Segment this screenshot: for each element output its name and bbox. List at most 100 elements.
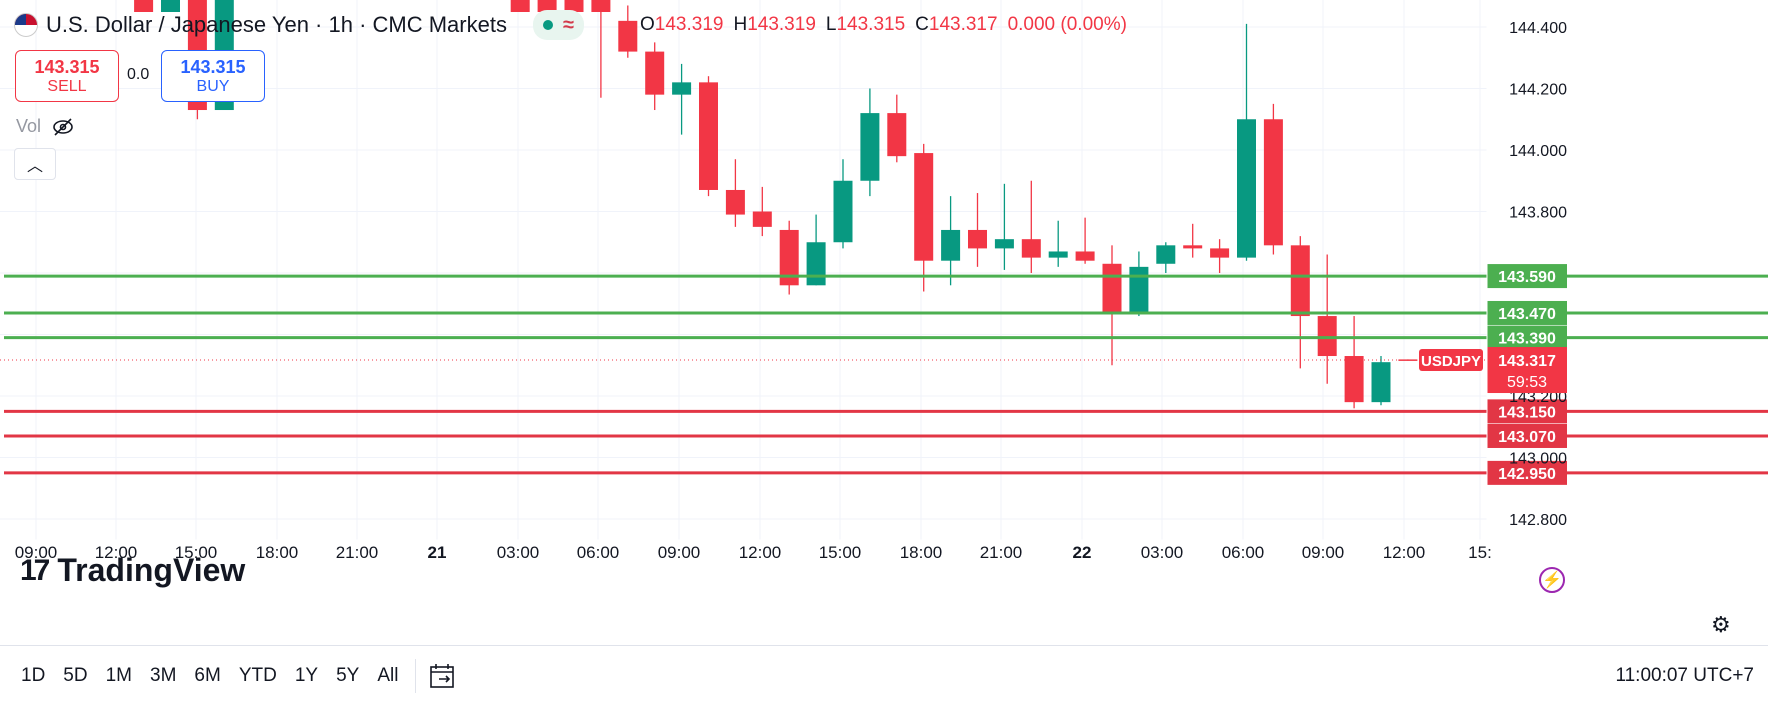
candle-body[interactable]: [1156, 245, 1176, 264]
level-price-label-bg: [1487, 325, 1567, 350]
level-price-label: 143.390: [1498, 331, 1556, 348]
buy-button[interactable]: 143.315 BUY: [161, 50, 265, 102]
delayed-data-icon: ≈: [562, 13, 574, 36]
x-axis-tick-label: 18:00: [900, 543, 943, 562]
toolbar-divider: [415, 659, 417, 693]
ohlc-high-value: 143.319: [747, 14, 816, 35]
candle-partial: [134, 0, 154, 12]
symbol-price-tag: USDJPY: [1421, 353, 1481, 370]
chevron-up-icon: ︿: [26, 158, 43, 175]
candle-partial: [564, 0, 584, 12]
candle-body[interactable]: [645, 51, 665, 95]
x-axis-tick-label: 03:00: [497, 543, 540, 562]
candle-body[interactable]: [914, 153, 934, 261]
range-all[interactable]: All: [377, 665, 399, 686]
candle-body[interactable]: [672, 82, 692, 95]
bottom-toolbar: 1D 5D 1M 3M 6M YTD 1Y 5Y All 11:00:07 UT…: [0, 645, 1768, 706]
candle-body[interactable]: [833, 180, 853, 243]
candle-body[interactable]: [994, 239, 1014, 249]
ohlc-close-key: C: [915, 14, 929, 35]
x-axis-tick-label: 09:00: [658, 543, 701, 562]
candle-body[interactable]: [1263, 119, 1283, 246]
candle-body[interactable]: [725, 189, 745, 215]
candle-body[interactable]: [1344, 356, 1364, 403]
range-1y[interactable]: 1Y: [294, 665, 319, 686]
candle-body[interactable]: [1021, 239, 1041, 258]
collapse-legend-button[interactable]: ︿: [14, 148, 56, 180]
candle-partial: [510, 0, 530, 12]
calendar-goto-icon[interactable]: [428, 662, 458, 690]
range-5d[interactable]: 5D: [63, 665, 88, 686]
sell-label: SELL: [47, 77, 87, 95]
range-5y[interactable]: 5Y: [336, 665, 360, 686]
symbol-price-tag-bg: [1419, 349, 1483, 372]
symbol-title[interactable]: U.S. Dollar / Japanese Yen · 1h · CMC Ma…: [46, 12, 507, 37]
x-axis-tick-label: 22: [1073, 543, 1092, 562]
candle-body[interactable]: [1048, 251, 1068, 258]
gear-icon[interactable]: ⚙: [1711, 612, 1731, 637]
candle-body[interactable]: [860, 113, 880, 181]
candle-body[interactable]: [1290, 245, 1310, 317]
ohlc-high-key: H: [733, 14, 748, 35]
candle-body[interactable]: [1129, 266, 1149, 313]
level-price-label-bg: [1487, 399, 1567, 424]
range-ytd[interactable]: YTD: [238, 665, 277, 686]
range-3m[interactable]: 3M: [150, 665, 177, 686]
buy-label: BUY: [196, 77, 230, 95]
sell-button[interactable]: 143.315 SELL: [15, 50, 119, 102]
candle-body[interactable]: [1075, 251, 1095, 261]
x-axis-tick-label: 03:00: [1141, 543, 1184, 562]
y-axis-tick-label: 143.200: [1509, 389, 1567, 406]
chart-header: U.S. Dollar / Japanese Yen · 1h · CMC Ma…: [14, 10, 584, 40]
candle-body[interactable]: [887, 113, 907, 157]
ohlc-readout: O143.319 H143.319 L143.315 C143.317 0.00…: [640, 14, 1127, 36]
y-axis-tick-label: 143.000: [1509, 451, 1567, 468]
x-axis-tick-label: 06:00: [1222, 543, 1265, 562]
candle-body[interactable]: [1371, 362, 1391, 403]
candle-body[interactable]: [941, 229, 961, 261]
x-axis-tick-label: 06:00: [577, 543, 620, 562]
range-1m[interactable]: 1M: [105, 665, 132, 686]
candle-partial: [161, 0, 180, 12]
y-axis-tick-label: 142.800: [1509, 512, 1567, 529]
candle-partial: [537, 0, 557, 12]
x-axis-tick-label: 21: [428, 543, 447, 562]
candle-body[interactable]: [1210, 248, 1230, 258]
tradingview-logo[interactable]: 17 TradingView: [20, 552, 245, 589]
candle-body[interactable]: [1317, 316, 1337, 357]
tradingview-logo-icon: 17: [20, 553, 50, 587]
level-price-label: 143.070: [1498, 429, 1556, 446]
level-price-label-bg: [1487, 460, 1567, 485]
range-1d[interactable]: 1D: [21, 665, 46, 686]
level-price-label: 143.150: [1498, 404, 1556, 421]
last-price-box: [1487, 347, 1567, 394]
logo-text: TradingView: [57, 552, 246, 588]
candle-body[interactable]: [618, 20, 638, 52]
buy-price: 143.315: [180, 56, 246, 77]
y-axis-tick-label: 144.400: [1509, 20, 1567, 37]
x-axis-tick-label: 09:00: [15, 543, 58, 562]
lightning-icon[interactable]: ⚡: [1539, 567, 1565, 593]
ohlc-open-value: 143.319: [654, 14, 724, 35]
candle-body[interactable]: [752, 211, 772, 227]
candle-body[interactable]: [1237, 119, 1256, 258]
candle-body[interactable]: [699, 82, 718, 190]
candle-body[interactable]: [1398, 359, 1418, 361]
y-axis-tick-label: 144.200: [1509, 82, 1567, 99]
spread-value: 0.0: [127, 66, 150, 83]
candlestick-chart[interactable]: 143.590 143.470 143.390 143.150 143.070 142.9…: [0, 0, 1768, 645]
last-price-label: 143.317: [1498, 353, 1556, 370]
candle-body[interactable]: [779, 229, 799, 286]
bar-countdown-label: 59:53: [1507, 374, 1547, 391]
market-status-pill[interactable]: ≈: [532, 10, 584, 40]
x-axis-tick-label: 21:00: [336, 543, 379, 562]
candle-body[interactable]: [1102, 263, 1122, 313]
clock-display[interactable]: 11:00:07 UTC+7: [1615, 665, 1754, 686]
candle-body[interactable]: [806, 242, 826, 286]
x-axis-tick-label: 12:00: [739, 543, 782, 562]
candle-body[interactable]: [1183, 245, 1203, 249]
range-6m[interactable]: 6M: [194, 665, 221, 686]
eye-off-icon[interactable]: [51, 117, 75, 137]
volume-indicator-legend[interactable]: Vol: [16, 116, 75, 137]
candle-body[interactable]: [968, 229, 987, 249]
